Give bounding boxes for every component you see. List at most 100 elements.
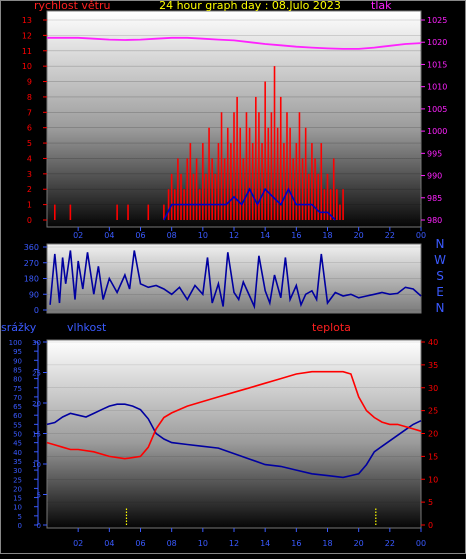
- x-axis-bottom: 02 04 06 08 10 12 14 16 18 20 22 00: [73, 528, 426, 548]
- rain-axis-label: srážky: [1, 321, 37, 334]
- x-tick-label: 02: [73, 539, 83, 548]
- tick-label: 360: [24, 243, 39, 252]
- tick-label: 1000: [427, 127, 447, 136]
- humidity-line: [46, 403, 422, 479]
- temp-axis: 0 5 10 15 20 25 30 35 40: [421, 338, 438, 530]
- x-tick-label: 22: [385, 231, 395, 240]
- tick-label: 4: [27, 154, 32, 163]
- tick-label: 3: [27, 170, 32, 179]
- tick-label: 70: [13, 394, 22, 402]
- direction-series: [49, 250, 422, 310]
- tick-label: 5: [37, 492, 41, 500]
- pressure-series: [47, 36, 422, 50]
- tick-label: 0: [37, 522, 41, 530]
- tick-label: 25: [32, 370, 41, 378]
- x-tick-label: 22: [385, 539, 395, 548]
- tick-label: 10: [13, 504, 22, 512]
- tick-label: 1020: [427, 38, 447, 47]
- pressure-axis: 980 985 990 995 1000 1005 1010 1015 1020 1025: [421, 16, 447, 225]
- x-tick-label: 20: [354, 539, 364, 548]
- tick-label: 40: [13, 449, 22, 457]
- compass-label: E: [436, 285, 444, 299]
- tick-label: 20: [428, 430, 438, 439]
- tick-label: 0: [428, 521, 433, 530]
- compass-label: N: [436, 301, 445, 315]
- tick-label: 40: [428, 338, 438, 347]
- tick-label: 180: [24, 275, 39, 284]
- pressure-line: [47, 36, 422, 50]
- temperature-line: [46, 370, 422, 460]
- tick-label: 45: [13, 440, 22, 448]
- humidity-temperature-plot-area: [46, 339, 422, 529]
- temperature-series: [46, 370, 422, 460]
- tick-label: 15: [428, 452, 438, 461]
- rain-axis: 0510152025303540455055606570758085909510…: [9, 339, 39, 530]
- x-tick-label: 06: [135, 539, 145, 548]
- tick-label: 35: [428, 361, 438, 370]
- x-tick-label: 10: [198, 539, 208, 548]
- x-tick-label: 08: [167, 539, 177, 548]
- tick-label: 75: [13, 385, 22, 393]
- temperature-axis-label: teplota: [312, 321, 351, 334]
- hum-axis: 0 5 10 15 20 25 30: [32, 339, 47, 530]
- x-tick-label: 04: [104, 539, 114, 548]
- x-tick-label: 02: [73, 231, 83, 240]
- tick-label: 100: [9, 339, 22, 347]
- pressure-axis-label: tlak: [371, 0, 392, 12]
- tick-label: 13: [22, 16, 32, 25]
- direction-grid: [47, 246, 421, 311]
- wind-speed-line: [163, 187, 336, 221]
- tick-label: 990: [427, 172, 442, 181]
- tick-label: 30: [13, 467, 22, 475]
- tick-label: 6: [27, 124, 32, 133]
- x-tick-label: 00: [416, 539, 426, 548]
- tick-label: 25: [428, 407, 438, 416]
- tick-label: 5: [18, 513, 22, 521]
- humidity-axis-label: vlhkost: [67, 321, 107, 334]
- x-tick-label: 08: [167, 231, 177, 240]
- tick-label: 985: [427, 194, 442, 203]
- x-tick-label: 12: [229, 231, 239, 240]
- tick-label: 90: [29, 290, 39, 299]
- tick-label: 95: [13, 348, 22, 356]
- tick-label: 30: [428, 384, 438, 393]
- tick-label: 30: [32, 339, 41, 347]
- direction-line: [49, 250, 422, 310]
- x-tick-label: 06: [135, 231, 145, 240]
- x-tick-label: 18: [322, 231, 332, 240]
- tick-label: 10: [22, 62, 32, 71]
- humtemp-grid: [47, 341, 421, 526]
- tick-label: 1025: [427, 16, 447, 25]
- tick-label: 0: [34, 306, 39, 315]
- tick-label: 7: [27, 108, 32, 117]
- tick-label: 1005: [427, 105, 447, 114]
- x-tick-label: 14: [260, 231, 270, 240]
- tick-label: 15: [32, 431, 41, 439]
- x-tick-label: 16: [291, 539, 301, 548]
- x-tick-label: 16: [291, 231, 301, 240]
- tick-label: 35: [13, 458, 22, 466]
- tick-label: 1010: [427, 83, 447, 92]
- x-axis-top: 02 04 06 08 10 12 14 16 18 20 22 00: [73, 227, 426, 240]
- tick-label: 20: [13, 485, 22, 493]
- humidity-series: [46, 403, 422, 479]
- x-tick-label: 04: [104, 231, 114, 240]
- tick-label: 10: [32, 461, 41, 469]
- tick-label: 5: [27, 139, 32, 148]
- tick-label: 80: [13, 376, 22, 384]
- tick-label: 10: [428, 475, 438, 484]
- tick-label: 11: [22, 47, 32, 56]
- tick-label: 55: [13, 421, 22, 429]
- tick-label: 9: [27, 78, 32, 87]
- x-tick-label: 20: [354, 231, 364, 240]
- tick-label: 980: [427, 216, 442, 225]
- tick-label: 270: [24, 259, 39, 268]
- x-tick-label: 00: [416, 231, 426, 240]
- tick-label: 90: [13, 357, 22, 365]
- x-tick-label: 14: [260, 539, 270, 548]
- tick-label: 20: [32, 400, 41, 408]
- tick-label: 2: [27, 185, 32, 194]
